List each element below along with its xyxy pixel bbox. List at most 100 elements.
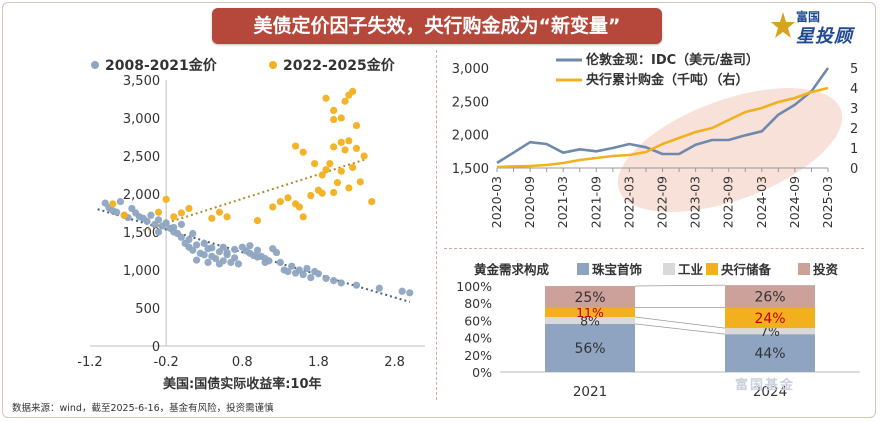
bar-y-tick-label: 80% — [464, 296, 492, 311]
scatter-point — [318, 189, 326, 197]
scatter-trendline — [142, 158, 365, 232]
line-y-left-tick-label: 2,500 — [452, 95, 489, 110]
bar-data-label: 8% — [580, 313, 600, 328]
scatter-point — [368, 198, 376, 206]
scatter-point — [272, 248, 281, 257]
scatter-point — [276, 198, 284, 206]
scatter-x-tick-label: 1.8 — [308, 355, 329, 370]
scatter-x-tick-label: -1.2 — [77, 355, 102, 370]
scatter-point — [341, 146, 349, 154]
scatter-point — [352, 144, 361, 152]
scatter-point — [375, 284, 383, 292]
scatter-legend-marker — [269, 61, 277, 69]
bar-segment — [725, 285, 815, 308]
scatter-y-tick-label: 3,500 — [123, 74, 160, 89]
bar-segment — [725, 328, 815, 335]
scatter-point — [253, 253, 262, 261]
scatter-point — [261, 258, 269, 266]
scatter-point — [192, 256, 201, 264]
scatter-point — [185, 204, 193, 213]
bar-chart-title: 黄金需求构成 — [474, 262, 550, 277]
scatter-point — [246, 242, 254, 250]
scatter-point — [284, 194, 292, 202]
scatter-point — [154, 228, 163, 236]
scatter-point — [231, 254, 239, 262]
scatter-point — [116, 198, 125, 206]
line-y-left-tick-label: 1,500 — [452, 162, 489, 177]
scatter-point — [219, 243, 227, 251]
scatter-point — [333, 179, 342, 187]
scatter-point — [208, 214, 216, 222]
scatter-x-tick-label: -0.2 — [153, 355, 178, 370]
scatter-point — [299, 270, 307, 279]
scatter-point — [170, 223, 178, 232]
scatter-point — [154, 208, 163, 216]
scatter-x-tick-label: 2.8 — [384, 355, 405, 370]
scatter-point — [223, 248, 231, 257]
logo-line1: 富国 — [796, 10, 821, 24]
bar-segment — [545, 307, 635, 317]
line-y-right-tick-label: 2 — [850, 122, 858, 137]
scatter-point — [398, 287, 406, 295]
scatter-point — [208, 244, 216, 252]
line-y-left-tick-label: 2,000 — [452, 129, 489, 144]
scatter-point — [352, 122, 361, 130]
bar-category-label: 2021 — [573, 384, 607, 400]
scatter-point — [253, 217, 262, 225]
scatter-x-tick-label: 0.8 — [232, 355, 253, 370]
bar-y-tick-label: 20% — [464, 348, 492, 363]
line-y-left-tick-label: 3,000 — [452, 62, 489, 77]
line-x-tick-label: 2023-09 — [721, 176, 736, 228]
scatter-y-tick-label: 0 — [152, 340, 160, 355]
scatter-point — [204, 258, 212, 266]
line-x-tick-label: 2021-09 — [588, 176, 603, 228]
bar-y-tick-label: 0% — [472, 365, 492, 380]
bar-data-label: 44% — [754, 346, 785, 362]
scatter-point — [234, 260, 243, 268]
scatter-point — [360, 152, 368, 160]
scatter-y-tick-label: 500 — [135, 302, 160, 317]
scatter-point — [253, 246, 262, 254]
scatter-point — [349, 163, 357, 171]
bar-segment — [725, 334, 815, 372]
scatter-point — [307, 274, 315, 282]
scatter-point — [330, 106, 338, 114]
scatter-point — [284, 267, 292, 276]
horizontal-divider — [444, 248, 864, 249]
scatter-point — [212, 255, 220, 263]
bar-legend-swatch — [706, 263, 718, 275]
scatter-point — [299, 213, 307, 221]
scatter-point — [330, 115, 338, 124]
scatter-point — [341, 97, 349, 105]
line-x-tick-label: 2022-03 — [621, 176, 636, 228]
scatter-point — [192, 241, 201, 249]
scatter-point — [276, 258, 284, 266]
scatter-point — [162, 219, 170, 227]
scatter-point — [177, 209, 185, 217]
bar-data-label: 11% — [576, 305, 604, 320]
line-legend-label: 伦敦金现：IDC（美元/盎司） — [586, 52, 759, 68]
scatter-point — [330, 277, 338, 285]
bar-data-label: 56% — [574, 341, 605, 357]
bar-legend-label: 工业 — [678, 262, 704, 277]
bar-data-label: 24% — [754, 311, 785, 327]
line-y-right-tick-label: 0 — [850, 162, 858, 177]
bar-data-label: 25% — [574, 290, 605, 306]
bar-y-tick-label: 40% — [464, 331, 492, 346]
line-x-tick-label: 2025-03 — [820, 176, 835, 228]
scatter-y-tick-label: 1,500 — [123, 226, 160, 241]
scatter-point — [322, 274, 330, 282]
logo-line2: 星投顾 — [796, 26, 853, 47]
line-y-right-tick-label: 3 — [850, 102, 858, 117]
outer-frame — [2, 2, 876, 418]
scatter-point — [177, 220, 185, 228]
scatter-point — [189, 246, 197, 254]
scatter-point — [345, 137, 353, 145]
scatter-point — [143, 217, 151, 225]
line-x-tick-label: 2024-09 — [787, 176, 802, 228]
scatter-point — [337, 279, 345, 287]
line-y-right-tick-label: 5 — [850, 62, 858, 77]
scatter-point — [162, 195, 170, 203]
scatter-y-tick-label: 1,000 — [123, 264, 160, 279]
